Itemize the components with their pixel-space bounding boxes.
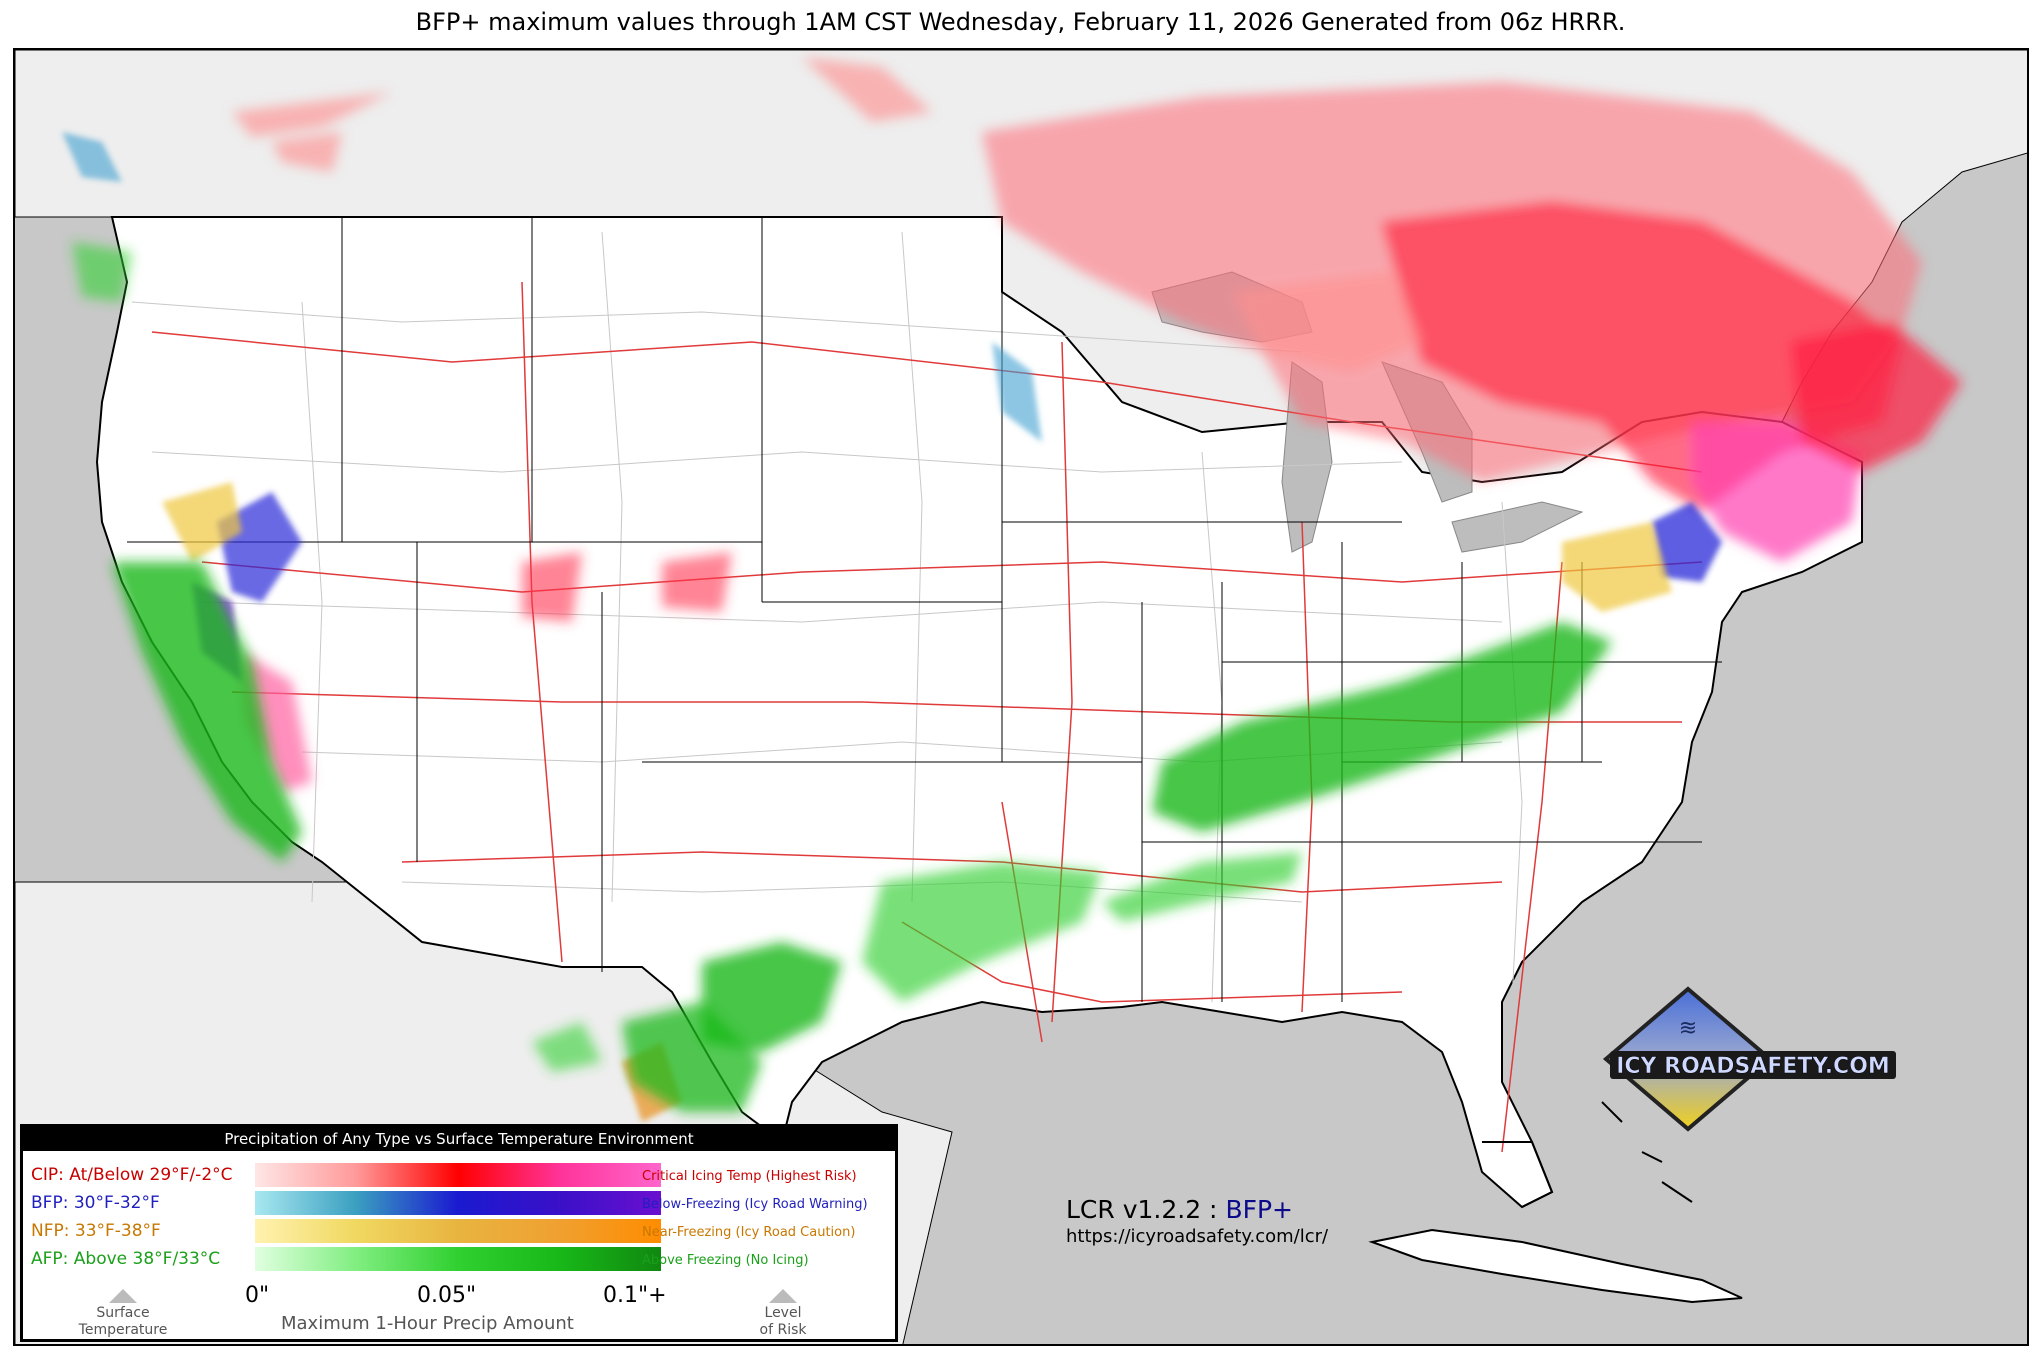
logo-text: ICY ROADSAFETY.COM <box>1616 1054 1890 1079</box>
tick-label-005: 0.05" <box>417 1283 477 1308</box>
precip-axis-label: Maximum 1-Hour Precip Amount <box>281 1313 574 1334</box>
weather-map[interactable] <box>15 50 2029 1346</box>
legend-label-bfp: BFP: 30°F-32°F <box>31 1193 160 1213</box>
risk-level-label-line1: Level <box>764 1305 802 1321</box>
icyroadsafety-logo: ≋ ICY ROADSAFETY.COM <box>1602 986 1896 1132</box>
surface-temp-arrow-icon <box>109 1289 137 1303</box>
legend-desc-bfp: Below-Freezing (Icy Road Warning) <box>642 1197 868 1212</box>
tick-label-01: 0.1"+ <box>603 1283 667 1308</box>
legend-panel: Precipitation of Any Type vs Surface Tem… <box>20 1124 898 1342</box>
legend-label-cip: CIP: At/Below 29°F/-2°C <box>31 1165 233 1185</box>
surface-temp-label-line1: Surface <box>96 1305 150 1321</box>
cuba-land <box>1368 1228 1743 1304</box>
legend-header: Precipitation of Any Type vs Surface Tem… <box>23 1127 895 1151</box>
legend-label-afp: AFP: Above 38°F/33°C <box>31 1249 221 1269</box>
legend-desc-cip: Critical Icing Temp (Highest Risk) <box>642 1169 857 1184</box>
surface-temp-label-line2: Temperature <box>78 1322 168 1338</box>
state-borders <box>127 217 1722 1002</box>
surface-temp-label: Surface Temperature <box>63 1305 183 1339</box>
map-frame <box>13 48 2029 1346</box>
risk-level-arrow-icon <box>769 1289 797 1303</box>
legend-bar-afp <box>255 1247 661 1271</box>
coastline <box>1482 1101 1693 1208</box>
risk-level-label: Level of Risk <box>723 1305 843 1339</box>
legend-desc-afp: Above Freezing (No Icing) <box>642 1253 809 1268</box>
version-name: LCR v1.2.2 : <box>1066 1195 1218 1224</box>
version-label: LCR v1.2.2 : BFP+ <box>1066 1195 1293 1224</box>
risk-level-label-line2: of Risk <box>759 1322 807 1338</box>
precip-cip <box>232 57 1962 792</box>
legend-bar-nfp <box>255 1219 661 1243</box>
road-network <box>131 231 1523 1003</box>
legend-bar-cip <box>255 1163 661 1187</box>
legend-label-nfp: NFP: 33°F-38°F <box>31 1221 161 1241</box>
legend-bar-bfp <box>255 1191 661 1215</box>
version-product: BFP+ <box>1225 1195 1293 1224</box>
precip-afp <box>72 242 1612 1112</box>
map-title: BFP+ maximum values through 1AM CST Wedn… <box>415 8 1626 36</box>
legend-desc-nfp: Near-Freezing (Icy Road Caution) <box>642 1225 856 1240</box>
logo-waves-icon: ≋ <box>1679 1016 1697 1041</box>
tick-label-0: 0" <box>245 1283 270 1308</box>
site-url[interactable]: https://icyroadsafety.com/lcr/ <box>1066 1226 1329 1247</box>
